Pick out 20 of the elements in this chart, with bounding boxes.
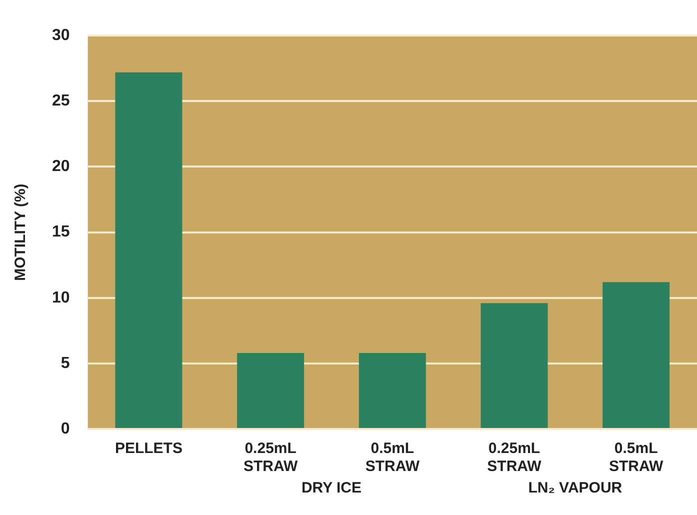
bar: [115, 72, 182, 428]
bar: [602, 282, 670, 428]
x-tick-label: PELLETS: [114, 440, 182, 458]
x-tick-label: 0.5mL STRAW: [608, 440, 664, 476]
y-tick-label: 0: [60, 420, 70, 438]
bar: [480, 303, 548, 428]
text: DRY ICE: [301, 480, 362, 497]
y-axis-title: MOTILITY (%): [12, 184, 30, 281]
y-tick-label: 5: [60, 354, 70, 372]
y-tick-label: 20: [52, 158, 70, 176]
y-tick-label: 30: [52, 27, 70, 44]
y-tick-label: 15: [52, 224, 70, 241]
x-tick-label: 0.25mL STRAW: [487, 440, 542, 476]
y-tick-label: 25: [52, 92, 70, 110]
x-tick-label: 0.5mL STRAW: [365, 440, 420, 476]
bar: [237, 352, 304, 428]
bar: [358, 352, 426, 428]
y-tick-label: 10: [52, 289, 70, 306]
text: LN₂ VAPOUR: [528, 480, 622, 497]
x-tick-label: 0.25mL STRAW: [243, 440, 298, 476]
